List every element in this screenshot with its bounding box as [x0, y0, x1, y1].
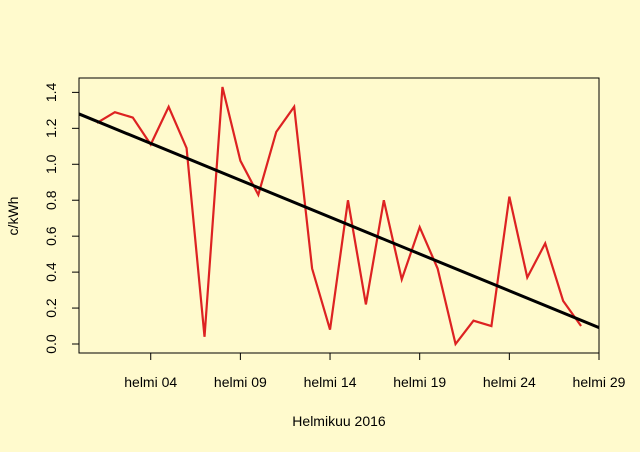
y-tick-label: 0.0: [43, 334, 59, 354]
y-tick-label: 0.2: [43, 298, 59, 318]
y-axis-label: c/kWh: [5, 197, 21, 236]
y-tick-label: 1.2: [43, 118, 59, 138]
trend-line: [79, 112, 599, 330]
y-tick-label: 0.4: [43, 262, 59, 282]
data-line: [96, 86, 582, 347]
y-tick-label: 0.8: [43, 190, 59, 210]
x-tick-label: helmi 29: [573, 374, 626, 390]
x-axis-label: Helmikuu 2016: [292, 413, 386, 429]
plot-box: [78, 77, 600, 354]
y-tick-label: 1.0: [43, 154, 59, 174]
x-tick-label: helmi 09: [214, 374, 267, 390]
y-tick-label: 0.6: [43, 226, 59, 246]
x-tick-label: helmi 04: [124, 374, 177, 390]
x-tick-label: helmi 14: [304, 374, 357, 390]
y-tick-label: 1.4: [43, 82, 59, 102]
x-tick-label: helmi 24: [483, 374, 536, 390]
x-tick-label: helmi 19: [393, 374, 446, 390]
